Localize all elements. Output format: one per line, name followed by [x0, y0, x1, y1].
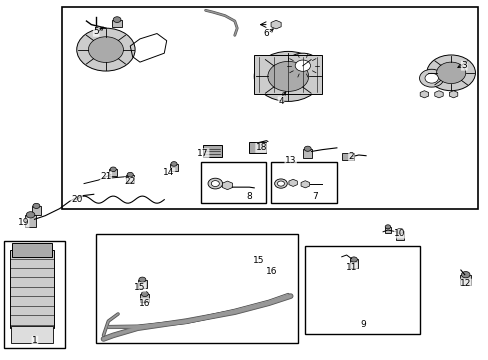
Circle shape: [207, 178, 222, 189]
Bar: [249, 143, 266, 153]
Bar: [303, 149, 311, 158]
Polygon shape: [434, 91, 442, 98]
Text: 20: 20: [71, 195, 82, 204]
Bar: [384, 227, 390, 233]
Polygon shape: [419, 91, 428, 98]
Bar: [126, 175, 134, 182]
Bar: [25, 215, 36, 227]
Bar: [349, 260, 358, 269]
Bar: [170, 164, 178, 171]
Text: 5: 5: [93, 27, 99, 36]
Text: 10: 10: [393, 229, 405, 238]
Circle shape: [461, 271, 469, 278]
Text: 18: 18: [255, 143, 267, 152]
Circle shape: [274, 179, 287, 188]
Circle shape: [110, 167, 116, 172]
Circle shape: [211, 181, 219, 186]
Circle shape: [419, 69, 443, 87]
Circle shape: [426, 55, 474, 91]
Text: 12: 12: [459, 279, 470, 288]
Circle shape: [33, 203, 40, 208]
Text: 8: 8: [246, 192, 252, 201]
Bar: [140, 294, 149, 302]
Text: 14: 14: [163, 168, 175, 177]
Text: 13: 13: [285, 156, 296, 165]
Bar: [341, 153, 353, 160]
Text: 6: 6: [263, 29, 269, 38]
Circle shape: [436, 62, 465, 84]
Text: 17: 17: [197, 149, 208, 158]
Polygon shape: [448, 91, 457, 98]
Text: 16: 16: [139, 299, 150, 308]
Bar: [10, 249, 54, 328]
Polygon shape: [301, 181, 309, 188]
Circle shape: [424, 73, 437, 83]
Circle shape: [295, 60, 310, 71]
Circle shape: [127, 172, 133, 177]
Bar: [305, 246, 419, 334]
Circle shape: [141, 291, 148, 297]
Circle shape: [170, 162, 177, 166]
Text: 11: 11: [345, 263, 357, 272]
Bar: [112, 19, 122, 27]
Bar: [203, 145, 221, 157]
Text: 19: 19: [18, 219, 29, 228]
Text: 15: 15: [134, 283, 145, 292]
Circle shape: [139, 277, 145, 282]
Bar: [201, 162, 266, 203]
Bar: [32, 206, 41, 215]
Circle shape: [77, 28, 135, 71]
Bar: [62, 7, 477, 208]
Circle shape: [113, 17, 121, 22]
Bar: [109, 169, 117, 176]
Circle shape: [88, 37, 123, 63]
Bar: [11, 327, 53, 342]
Bar: [254, 55, 322, 94]
Polygon shape: [270, 20, 281, 29]
Text: 16: 16: [265, 267, 276, 276]
Circle shape: [254, 51, 322, 102]
Circle shape: [304, 146, 310, 151]
Bar: [459, 275, 470, 285]
Text: 2: 2: [348, 152, 354, 161]
Circle shape: [350, 257, 357, 262]
Text: 22: 22: [124, 177, 136, 186]
Text: 1: 1: [32, 336, 38, 345]
Circle shape: [285, 53, 319, 78]
Polygon shape: [222, 181, 232, 190]
Bar: [96, 234, 297, 342]
Text: 3: 3: [461, 61, 466, 70]
Text: 7: 7: [311, 192, 317, 201]
Text: 4: 4: [278, 97, 283, 106]
Bar: [271, 162, 336, 203]
Circle shape: [277, 181, 284, 186]
Text: 21: 21: [100, 172, 111, 181]
Bar: [4, 241, 64, 348]
Bar: [12, 243, 52, 257]
Bar: [138, 280, 146, 288]
Circle shape: [396, 228, 403, 234]
Circle shape: [267, 62, 308, 91]
Text: 9: 9: [360, 320, 366, 329]
Polygon shape: [288, 179, 297, 186]
Bar: [395, 231, 404, 240]
Circle shape: [26, 212, 35, 218]
Circle shape: [385, 225, 390, 229]
Text: 15: 15: [253, 256, 264, 265]
